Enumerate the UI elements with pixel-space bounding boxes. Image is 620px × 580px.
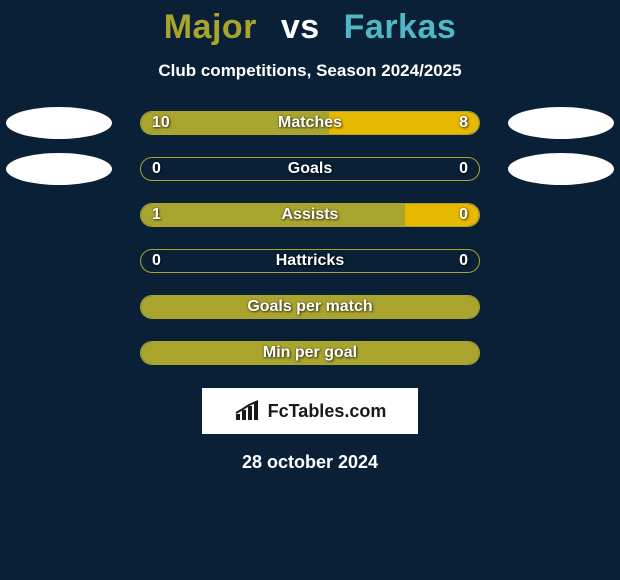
stat-row: Hattricks00	[0, 247, 620, 293]
stat-bar	[140, 249, 480, 273]
stat-row: Matches108	[0, 109, 620, 155]
logo-text: FcTables.com	[268, 401, 387, 422]
logo-box: FcTables.com	[202, 388, 418, 434]
stat-row: Goals00	[0, 155, 620, 201]
player2-oval	[508, 153, 614, 185]
stat-bar	[140, 295, 480, 319]
stat-fill-right	[405, 204, 479, 226]
player1-oval	[6, 153, 112, 185]
stat-row: Min per goal	[0, 339, 620, 385]
stat-fill-right	[329, 112, 479, 134]
title-vs: vs	[281, 8, 320, 46]
logo-icon	[234, 400, 262, 422]
comparison-infographic: Major vs Farkas Club competitions, Seaso…	[0, 0, 620, 580]
stat-row: Assists10	[0, 201, 620, 247]
stat-fill-left	[141, 112, 329, 134]
stat-bar	[140, 157, 480, 181]
page-title: Major vs Farkas	[0, 8, 620, 47]
stat-bar	[140, 203, 480, 227]
stat-bar	[140, 341, 480, 365]
stat-fill-left	[141, 296, 479, 318]
stat-bar	[140, 111, 480, 135]
subtitle: Club competitions, Season 2024/2025	[0, 61, 620, 81]
stat-fill-left	[141, 342, 479, 364]
stat-fill-left	[141, 204, 405, 226]
player2-oval	[508, 107, 614, 139]
stat-row: Goals per match	[0, 293, 620, 339]
title-player1: Major	[164, 8, 257, 46]
player1-oval	[6, 107, 112, 139]
date: 28 october 2024	[0, 452, 620, 473]
stats-rows: Matches108Goals00Assists10Hattricks00Goa…	[0, 109, 620, 385]
title-player2: Farkas	[344, 8, 457, 46]
